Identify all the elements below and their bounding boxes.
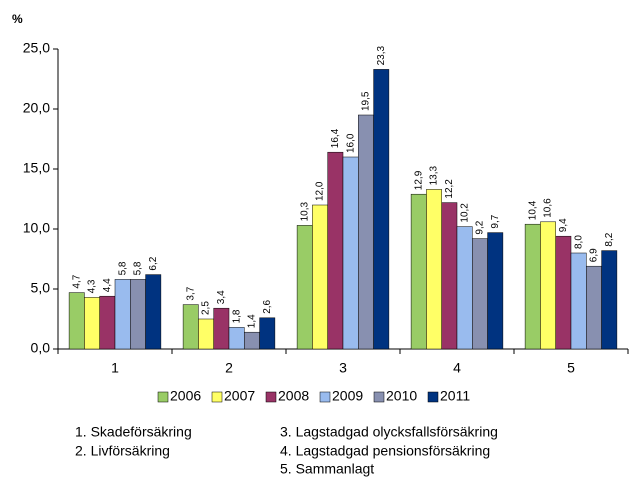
y-tick-label: 10,0 [23,220,50,236]
x-tick-label: 5 [567,360,575,376]
y-tick-label: 0,0 [31,340,51,356]
y-tick-label: 5,0 [31,280,51,296]
legend-label: 2009 [332,388,363,404]
bar [228,327,245,350]
legend-swatch [157,391,169,403]
legend-swatch [265,391,277,403]
data-label: 12,2 [444,179,455,199]
legend-label: 2006 [170,388,201,404]
legend-label: 2007 [224,388,255,404]
bar [145,274,162,350]
footnote: 1. Skadeförsäkring [75,424,192,440]
bar [586,265,602,350]
bar [540,221,556,350]
bar [114,279,131,350]
bar [68,292,85,350]
data-label: 9,7 [490,214,501,228]
bar [296,225,313,350]
footnote: 5. Sammanlagt [280,461,374,477]
y-tick-label: 25,0 [23,40,50,56]
data-label: 4,4 [102,278,113,292]
bar [99,295,116,350]
bar [410,193,427,350]
y-tick-label: 20,0 [23,100,50,116]
legend-swatch [319,391,331,403]
bar [487,232,504,350]
data-label: 10,6 [543,198,554,218]
data-label: 16,0 [345,133,356,153]
bar [472,238,488,350]
bar [555,235,572,350]
bar [213,307,230,350]
bar [84,297,100,350]
bar [524,223,541,350]
y-axis-label: % [12,12,23,26]
x-tick-label: 3 [339,360,347,376]
bar [130,279,146,350]
data-label: 23,3 [376,45,387,65]
data-label: 3,7 [185,286,196,300]
footnote: 3. Lagstadgad olycksfallsförsäkring [280,424,498,440]
bar [441,202,458,350]
legend-label: 2010 [386,388,417,404]
x-tick-label: 2 [225,360,233,376]
bar [259,317,276,350]
data-label: 4,3 [87,279,98,293]
bar [358,114,374,350]
data-label: 9,2 [475,220,486,234]
data-label: 13,3 [429,165,440,185]
bar [570,252,587,350]
bar [182,304,199,350]
legend-swatch [373,391,385,403]
data-label: 2,6 [262,299,273,313]
bar [456,226,473,350]
data-label: 10,4 [527,200,538,220]
legend-label: 2011 [440,388,470,404]
bar [342,156,359,350]
data-label: 5,8 [133,261,144,275]
data-label: 6,2 [148,256,159,270]
data-label: 3,4 [216,290,227,304]
bar [426,189,442,350]
legend-label: 2008 [278,388,309,404]
data-label: 19,5 [361,91,372,111]
data-label: 6,9 [589,248,600,262]
data-label: 10,2 [459,203,470,223]
bar [198,318,214,350]
data-label: 8,0 [573,235,584,249]
data-label: 10,3 [299,201,310,221]
bar [373,69,390,350]
data-label: 12,0 [315,181,326,201]
data-label: 9,4 [558,218,569,232]
bar [244,331,260,350]
y-tick-label: 15,0 [23,160,50,176]
legend-swatch [211,391,223,403]
data-label: 8,2 [604,232,615,246]
footnote: 2. Livförsäkring [75,443,170,459]
bar [327,151,344,350]
legend-swatch [427,391,439,403]
data-label: 2,5 [201,301,212,315]
bar [601,250,618,350]
x-tick-label: 1 [111,360,119,376]
bar [312,204,328,350]
x-tick-label: 4 [453,360,461,376]
data-label: 16,4 [330,128,341,148]
data-label: 1,4 [247,314,258,328]
data-label: 5,8 [117,261,128,275]
data-label: 12,9 [413,170,424,190]
data-label: 4,7 [71,274,82,288]
data-label: 1,8 [231,309,242,323]
footnote: 4. Lagstadgad pensionsförsäkring [280,443,490,459]
